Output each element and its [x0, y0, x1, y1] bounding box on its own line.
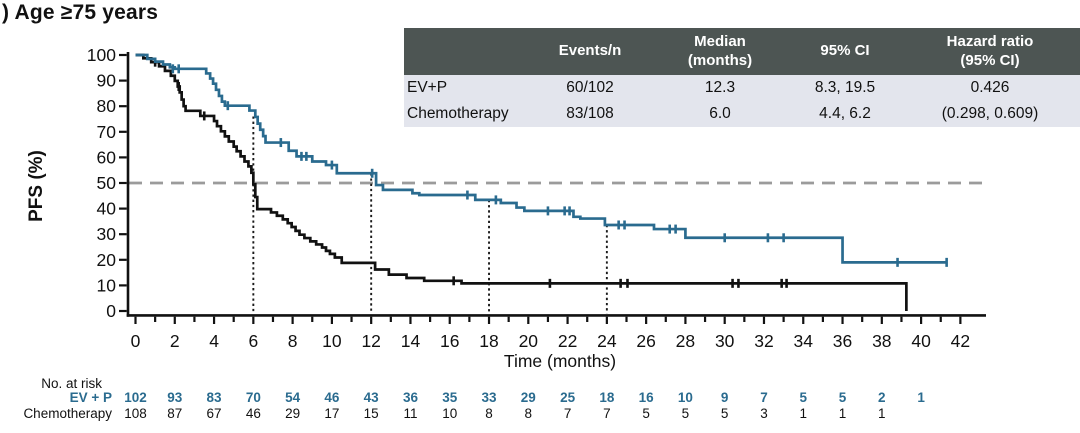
- at-risk-count: 2: [878, 390, 886, 405]
- x-tick-label: 10: [322, 331, 342, 351]
- summary-col-header: 95% CI: [790, 28, 900, 75]
- at-risk-count: 35: [442, 390, 458, 405]
- at-risk-count: 1: [917, 390, 925, 405]
- summary-row-name: EV+P: [404, 75, 530, 101]
- at-risk-count: 18: [599, 390, 615, 405]
- at-risk-count: 36: [402, 390, 418, 405]
- at-risk-count: 5: [799, 390, 807, 405]
- summary-col-header: Median (months): [650, 28, 790, 75]
- y-tick-label: 80: [97, 96, 117, 116]
- summary-hazard-ratio: (0.298, 0.609): [900, 101, 1080, 127]
- at-risk-count: 46: [245, 406, 261, 421]
- at-risk-count: 1: [878, 406, 886, 421]
- summary-col-header: [404, 28, 530, 75]
- at-risk-count: 108: [124, 406, 147, 421]
- x-tick-label: 0: [131, 331, 141, 351]
- x-tick-label: 42: [951, 331, 970, 351]
- summary-events-n: 83/108: [530, 101, 650, 127]
- x-tick-label: 28: [676, 331, 695, 351]
- at-risk-row-label: Chemotherapy: [23, 406, 112, 421]
- x-tick-label: 14: [401, 331, 421, 351]
- summary-events-n: 60/102: [530, 75, 650, 101]
- at-risk-count: 1: [838, 406, 847, 421]
- at-risk-count: 54: [285, 390, 301, 405]
- x-tick-label: 36: [833, 331, 852, 351]
- summary-table: Events/n Median (months) 95% CI Hazard rati…: [404, 28, 1080, 127]
- at-risk-count: 87: [167, 406, 183, 421]
- x-tick-label: 8: [288, 331, 298, 351]
- x-tick-label: 22: [558, 331, 577, 351]
- x-tick-label: 6: [248, 331, 258, 351]
- x-tick-label: 38: [872, 331, 891, 351]
- y-tick-label: 40: [97, 199, 117, 219]
- x-tick-label: 30: [715, 331, 735, 351]
- at-risk-heading: No. at risk: [41, 376, 102, 391]
- at-risk-count: 10: [677, 390, 693, 405]
- y-tick-label: 70: [97, 122, 117, 142]
- summary-ci: 4.4, 6.2: [790, 101, 900, 127]
- at-risk-count: 15: [363, 406, 379, 421]
- y-tick-label: 30: [97, 224, 117, 244]
- summary-median: 6.0: [650, 101, 790, 127]
- summary-ci: 8.3, 19.5: [790, 75, 900, 101]
- at-risk-count: 43: [363, 390, 379, 405]
- summary-hazard-ratio: 0.426: [900, 75, 1080, 101]
- at-risk-row-label: EV + P: [69, 390, 112, 405]
- at-risk-count: 70: [245, 390, 261, 405]
- at-risk-count: 9: [720, 390, 729, 405]
- x-tick-label: 34: [794, 331, 814, 351]
- x-tick-label: 32: [754, 331, 773, 351]
- at-risk-count: 8: [485, 406, 493, 421]
- at-risk-count: 93: [167, 390, 183, 405]
- at-risk-count: 33: [481, 390, 497, 405]
- at-risk-count: 83: [206, 390, 222, 405]
- at-risk-count: 67: [206, 406, 222, 421]
- y-tick-label: 60: [97, 147, 117, 167]
- at-risk-count: 5: [720, 406, 729, 421]
- at-risk-count: 3: [760, 406, 768, 421]
- x-tick-label: 24: [597, 331, 617, 351]
- at-risk-count: 11: [403, 406, 418, 421]
- at-risk-count: 46: [324, 390, 340, 405]
- x-tick-label: 4: [209, 331, 219, 351]
- y-tick-label: 10: [97, 275, 117, 295]
- summary-median: 12.3: [650, 75, 790, 101]
- x-tick-label: 26: [636, 331, 655, 351]
- at-risk-count: 29: [285, 406, 301, 421]
- at-risk-count: 5: [642, 406, 650, 421]
- at-risk-count: 5: [838, 390, 847, 405]
- y-tick-label: 20: [97, 250, 117, 270]
- y-tick-label: 100: [87, 45, 116, 65]
- summary-col-header: Events/n: [530, 28, 650, 75]
- at-risk-count: 7: [603, 406, 611, 421]
- at-risk-count: 7: [563, 406, 572, 421]
- x-tick-label: 18: [479, 331, 498, 351]
- at-risk-count: 102: [124, 390, 147, 405]
- at-risk-count: 29: [520, 390, 536, 405]
- at-risk-count: 5: [681, 406, 690, 421]
- x-tick-label: 40: [911, 331, 931, 351]
- at-risk-count: 16: [638, 390, 654, 405]
- x-axis-label: Time (months): [503, 351, 617, 371]
- at-risk-count: 7: [760, 390, 768, 405]
- y-tick-label: 0: [106, 301, 116, 321]
- x-tick-label: 2: [170, 331, 180, 351]
- at-risk-count: 25: [560, 390, 576, 405]
- x-tick-label: 16: [440, 331, 459, 351]
- at-risk-count: 10: [442, 406, 458, 421]
- at-risk-count: 1: [799, 406, 807, 421]
- y-tick-label: 50: [97, 173, 117, 193]
- y-axis-label: PFS (%): [26, 150, 47, 222]
- panel-title: ) Age ≥75 years: [2, 1, 159, 24]
- at-risk-count: 8: [524, 406, 533, 421]
- summary-row-name: Chemotherapy: [404, 101, 530, 127]
- x-tick-label: 20: [519, 331, 539, 351]
- y-tick-label: 90: [97, 71, 117, 91]
- summary-col-header: Hazard ratio (95% CI): [900, 28, 1080, 75]
- x-tick-label: 12: [361, 331, 380, 351]
- at-risk-count: 17: [324, 406, 340, 421]
